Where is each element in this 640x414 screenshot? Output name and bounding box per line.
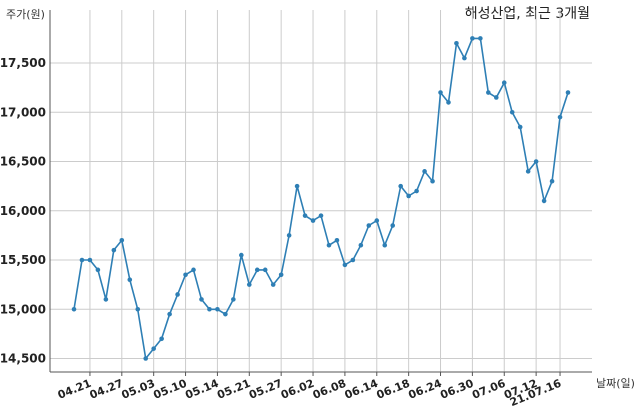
data-point bbox=[342, 262, 348, 268]
data-point bbox=[422, 169, 427, 174]
data-point bbox=[246, 282, 252, 287]
data-point bbox=[199, 297, 204, 302]
data-point bbox=[159, 336, 164, 342]
data-point bbox=[87, 257, 93, 263]
y-tick-label: 16,000 bbox=[0, 204, 46, 218]
data-point bbox=[374, 218, 380, 223]
data-point bbox=[446, 100, 451, 105]
data-point bbox=[541, 198, 547, 204]
data-point bbox=[254, 267, 260, 273]
data-point bbox=[294, 183, 300, 189]
x-tick-labels: 04.2104.2705.0305.1005.1405.2105.2706.02… bbox=[56, 377, 564, 410]
data-point bbox=[191, 267, 196, 273]
data-point bbox=[103, 297, 109, 302]
data-point bbox=[382, 242, 388, 248]
y-tick-label: 15,500 bbox=[0, 253, 46, 267]
data-point bbox=[215, 306, 220, 312]
data-point bbox=[398, 183, 403, 189]
y-tick-label: 17,000 bbox=[0, 105, 46, 119]
data-point bbox=[406, 193, 411, 199]
y-tick-label: 14,500 bbox=[0, 352, 46, 366]
data-point bbox=[438, 90, 443, 95]
y-tick-label: 16,500 bbox=[0, 155, 46, 169]
data-point bbox=[478, 36, 483, 41]
data-point bbox=[79, 257, 85, 263]
data-point bbox=[135, 306, 141, 312]
data-point bbox=[278, 272, 284, 278]
data-point bbox=[223, 311, 228, 317]
data-point bbox=[501, 80, 507, 85]
data-point bbox=[151, 346, 156, 351]
data-point bbox=[350, 257, 356, 263]
axes bbox=[49, 10, 592, 376]
data-point bbox=[486, 90, 491, 95]
data-point bbox=[207, 306, 212, 312]
data-point bbox=[183, 272, 188, 278]
data-point bbox=[119, 238, 125, 243]
data-point bbox=[231, 297, 236, 302]
data-point bbox=[111, 247, 117, 253]
data-point bbox=[462, 55, 467, 61]
data-point bbox=[175, 292, 180, 297]
data-point bbox=[167, 311, 172, 317]
data-point bbox=[366, 223, 372, 228]
data-point bbox=[286, 233, 292, 238]
data-point bbox=[262, 267, 268, 273]
grid-lines bbox=[50, 10, 592, 372]
data-point bbox=[533, 159, 539, 164]
data-point bbox=[454, 41, 459, 46]
data-point bbox=[525, 169, 531, 174]
data-point bbox=[557, 114, 563, 120]
data-point bbox=[517, 124, 523, 130]
series-line bbox=[73, 37, 569, 361]
y-tick-label: 17,500 bbox=[0, 56, 46, 70]
x-axis-label: 날짜(일) bbox=[596, 376, 635, 390]
data-point bbox=[95, 267, 101, 273]
data-point bbox=[127, 277, 133, 283]
y-axis-label: 주가(원) bbox=[6, 8, 45, 21]
data-point bbox=[326, 242, 332, 248]
y-tick-label: 15,000 bbox=[0, 302, 46, 316]
data-point bbox=[549, 178, 555, 184]
data-point bbox=[143, 356, 149, 361]
data-point bbox=[310, 218, 316, 223]
data-point bbox=[239, 252, 244, 258]
data-point bbox=[71, 306, 77, 312]
data-point bbox=[318, 213, 324, 218]
data-point bbox=[430, 178, 435, 184]
data-point bbox=[414, 188, 419, 194]
y-tick-labels: 14,500 15,000 15,500 16,000 16,500 17,000 17,5… bbox=[0, 56, 46, 366]
data-point bbox=[565, 90, 571, 95]
price-series bbox=[71, 36, 571, 361]
data-point bbox=[358, 242, 364, 248]
data-point bbox=[470, 36, 475, 41]
data-point bbox=[270, 282, 276, 287]
data-point bbox=[493, 95, 499, 100]
chart-title: 해성산업, 최근 3개월 bbox=[465, 6, 590, 22]
data-point bbox=[509, 109, 515, 115]
data-point bbox=[390, 223, 396, 228]
data-point bbox=[334, 238, 340, 243]
data-point bbox=[302, 213, 308, 218]
